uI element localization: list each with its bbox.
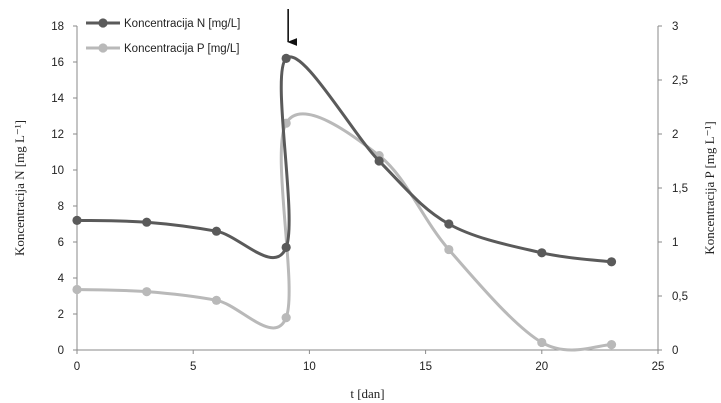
data-point xyxy=(211,295,222,305)
y-left-tick-label: 12 xyxy=(51,129,64,141)
data-point xyxy=(444,244,454,255)
x-tick-label: 0 xyxy=(74,361,80,373)
legend-item: Koncentracija N [mg/L] xyxy=(86,18,240,30)
y-left-tick-label: 10 xyxy=(51,165,64,177)
data-point xyxy=(537,337,547,348)
axes: 0 5 10 15 20 25 0 2 4 6 8 10 12 14 16 18 0 0,5 1 1,5 2 2,5 3 xyxy=(51,21,688,373)
x-tick-label: 25 xyxy=(652,361,665,373)
y-left-tick-label: 16 xyxy=(51,57,64,69)
legend-item: Koncentracija P [mg/L] xyxy=(86,43,240,55)
data-point xyxy=(606,340,617,350)
x-tick-label: 20 xyxy=(535,361,548,373)
x-tick-label: 15 xyxy=(419,361,432,373)
data-point xyxy=(537,248,547,258)
series-group xyxy=(72,53,617,352)
y-axis-right-title: Koncentracija P [mg L⁻¹] xyxy=(702,121,717,254)
y-right-tick-label: 1,5 xyxy=(672,183,688,195)
y-right-tick-label: 2 xyxy=(672,129,678,141)
y-right-tick-label: 1 xyxy=(672,237,678,249)
y-left-tick-label: 8 xyxy=(58,201,64,213)
data-point xyxy=(211,226,222,236)
legend-label: Koncentracija N [mg/L] xyxy=(124,18,240,30)
y-left-tick-label: 0 xyxy=(58,345,64,357)
legend-swatch-marker xyxy=(98,43,108,53)
y-right-tick-label: 0 xyxy=(672,345,678,357)
y-right-tick-label: 3 xyxy=(672,21,678,33)
series-line xyxy=(76,112,612,352)
y-left-tick-label: 2 xyxy=(58,309,64,321)
data-point xyxy=(142,217,152,227)
series-line xyxy=(76,55,612,264)
x-tick-label: 5 xyxy=(190,361,196,373)
data-point xyxy=(281,53,291,64)
y-right-tick-label: 2,5 xyxy=(672,75,688,87)
x-tick-label: 10 xyxy=(303,361,316,373)
x-axis-title: t [dan] xyxy=(350,386,384,401)
legend-label: Koncentracija P [mg/L] xyxy=(124,43,240,55)
y-right-tick-label: 0,5 xyxy=(672,291,688,303)
series-n xyxy=(72,53,617,267)
legend: Koncentracija N [mg/L] Koncentracija P [m… xyxy=(86,18,240,55)
y-left-tick-label: 18 xyxy=(51,21,64,33)
data-point xyxy=(606,257,617,267)
data-point xyxy=(281,242,291,252)
legend-swatch-marker xyxy=(98,18,108,28)
data-point xyxy=(444,219,454,229)
data-point xyxy=(374,156,384,166)
data-point xyxy=(72,284,82,295)
data-point xyxy=(72,215,82,225)
y-left-tick-label: 6 xyxy=(58,237,64,249)
data-point xyxy=(281,313,291,323)
y-left-tick-label: 4 xyxy=(58,273,65,285)
data-point xyxy=(142,287,152,297)
y-axis-left-title: Koncentracija N [mg L⁻¹] xyxy=(12,120,27,256)
y-left-tick-label: 14 xyxy=(51,93,64,105)
series-p xyxy=(72,112,617,352)
